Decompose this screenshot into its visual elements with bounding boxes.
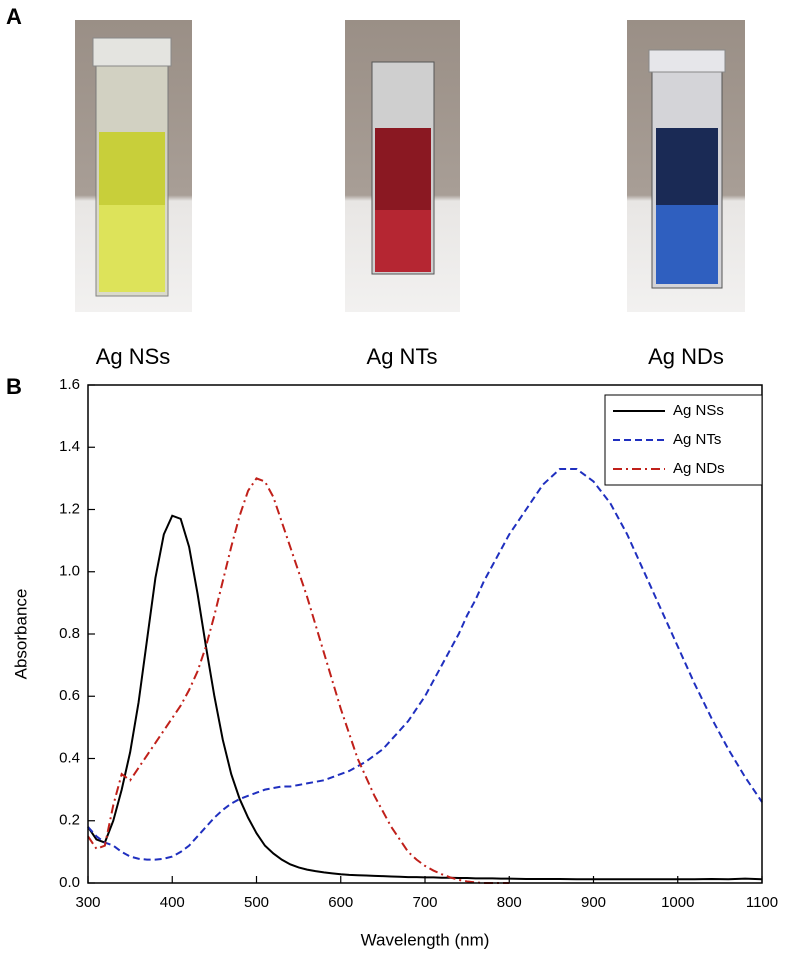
- y-tick-label: 1.6: [59, 376, 80, 393]
- legend-label: Ag NDs: [673, 460, 725, 477]
- plot-frame: [87, 384, 763, 884]
- panel-label: A: [6, 4, 22, 29]
- x-tick-label: 600: [328, 894, 353, 911]
- x-tick-label: 500: [244, 894, 269, 911]
- x-tick-label: 1100: [746, 894, 778, 911]
- photo-caption: Ag NSs: [96, 344, 171, 369]
- data-line: [87, 468, 763, 861]
- y-tick-label: 1.2: [59, 500, 80, 517]
- x-tick-label: 900: [581, 894, 606, 911]
- legend-label: Ag NSs: [673, 402, 724, 419]
- x-tick-label: 1000: [661, 894, 694, 911]
- y-tick-label: 0.2: [59, 812, 80, 829]
- y-tick-label: 0.4: [59, 749, 80, 766]
- cuvette-photo: [75, 20, 192, 312]
- y-axis-label: Absorbance: [11, 589, 30, 680]
- data-line: [87, 514, 763, 881]
- y-tick-label: 0.8: [59, 625, 80, 642]
- y-tick-label: 1.0: [59, 563, 80, 580]
- y-tick-label: 0.0: [59, 874, 80, 891]
- photo-caption: Ag NDs: [648, 344, 724, 369]
- legend-label: Ag NTs: [673, 431, 721, 448]
- x-axis-label: Wavelength (nm): [361, 930, 490, 949]
- photo-caption: Ag NTs: [367, 344, 438, 369]
- x-tick-label: 400: [160, 894, 185, 911]
- data-line: [87, 477, 510, 884]
- x-tick-label: 800: [497, 894, 522, 911]
- cuvette-photo: [627, 20, 745, 312]
- y-tick-label: 0.6: [59, 687, 80, 704]
- cuvette-photo: [345, 20, 460, 312]
- x-tick-label: 700: [412, 894, 437, 911]
- x-tick-label: 300: [75, 894, 100, 911]
- y-tick-label: 1.4: [59, 438, 80, 455]
- panel-label: B: [6, 374, 22, 399]
